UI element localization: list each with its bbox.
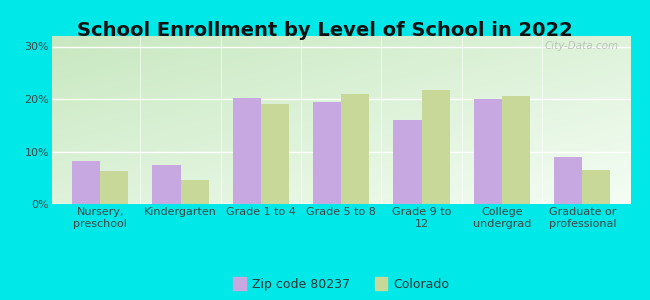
Legend: Zip code 80237, Colorado: Zip code 80237, Colorado	[229, 275, 453, 295]
Text: City-Data.com: City-Data.com	[545, 41, 619, 51]
Bar	[100, 172, 128, 204]
Bar	[422, 89, 450, 204]
Bar	[554, 157, 582, 204]
Bar	[313, 102, 341, 204]
Bar	[261, 104, 289, 204]
Bar	[233, 98, 261, 204]
Bar	[341, 94, 369, 204]
Bar	[153, 165, 181, 204]
Bar	[72, 161, 100, 204]
Bar	[582, 170, 610, 204]
Text: School Enrollment by Level of School in 2022: School Enrollment by Level of School in …	[77, 21, 573, 40]
Bar	[474, 99, 502, 204]
Bar	[502, 96, 530, 204]
Bar	[181, 180, 209, 204]
Bar	[393, 120, 422, 204]
